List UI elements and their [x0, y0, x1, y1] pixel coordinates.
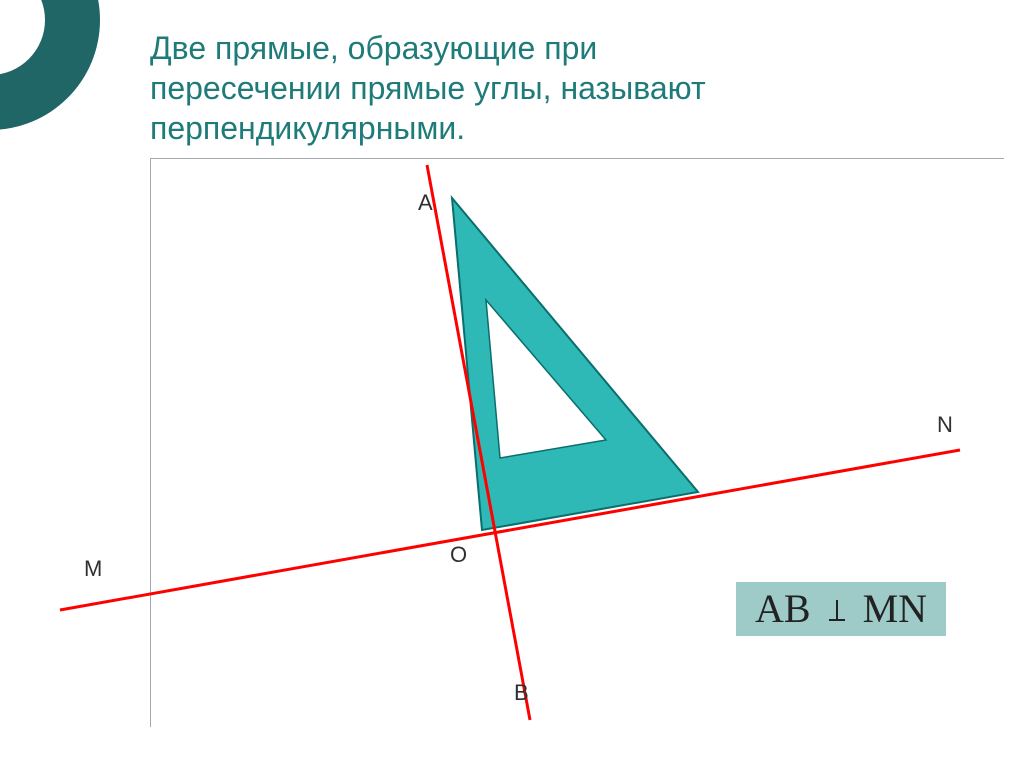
geometry-diagram: A В O М N [0, 0, 1024, 767]
formula-mn: MN [863, 586, 927, 631]
point-label-n: N [937, 412, 953, 437]
point-label-m: М [84, 556, 102, 581]
point-label-b: В [514, 680, 529, 705]
formula-ab: АВ [755, 586, 811, 631]
formula-box: АВ MN [736, 582, 946, 636]
perpendicular-icon [827, 598, 847, 622]
formula-text: АВ MN [755, 586, 927, 631]
point-label-a: A [418, 190, 433, 215]
setsquare-outer [452, 198, 698, 530]
point-label-o: O [450, 542, 467, 567]
